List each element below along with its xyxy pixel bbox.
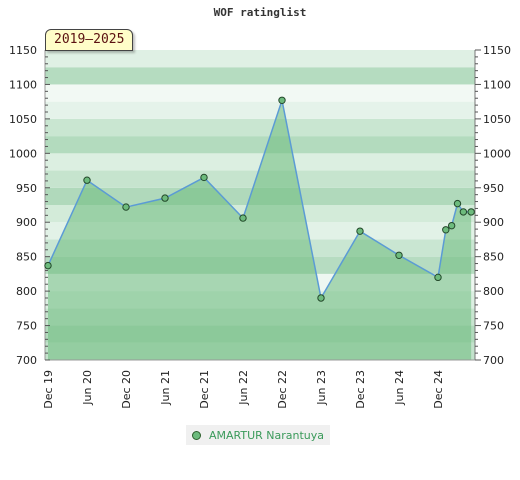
rating-point xyxy=(395,251,403,259)
rating-point xyxy=(442,226,450,234)
rating-points xyxy=(44,96,475,302)
y-tick-label: 1000 xyxy=(483,147,511,160)
y-tick-label: 1100 xyxy=(9,78,37,91)
x-tick-label: Jun 22 xyxy=(237,370,250,406)
rating-point xyxy=(278,96,286,104)
rating-line-layer xyxy=(47,97,472,301)
y-tick-label: 750 xyxy=(483,320,504,333)
background-band xyxy=(45,67,475,85)
rating-point xyxy=(434,273,442,282)
x-tick-label: Jun 24 xyxy=(393,370,406,406)
y-tick-label: 1050 xyxy=(483,113,511,126)
background-band xyxy=(45,136,475,154)
legend: AMARTUR Narantuya xyxy=(186,425,331,445)
rating-point xyxy=(200,173,208,182)
rating-point xyxy=(239,214,247,222)
y-tick-label: 700 xyxy=(483,354,504,367)
background-band xyxy=(45,84,475,102)
background-band xyxy=(45,118,475,137)
chart-title: WOF ratinglist xyxy=(214,6,307,19)
x-tick-label: Jun 23 xyxy=(315,370,328,406)
rating-point xyxy=(447,221,456,230)
rating-point xyxy=(453,199,462,208)
x-tick-label: Jun 21 xyxy=(159,370,172,406)
y-axis-left-labels: 700 750 800 850 900 950 1000 1050 1100 1150 xyxy=(9,44,37,367)
x-tick-label: Dec 23 xyxy=(354,370,367,409)
y-tick-label: 1050 xyxy=(9,113,37,126)
y-tick-label: 1000 xyxy=(9,147,37,160)
rating-point xyxy=(44,261,52,270)
rating-point xyxy=(122,203,130,211)
y-tick-label: 900 xyxy=(16,216,37,229)
y-axis-right-labels: 700 750 800 850 900 950 1000 1050 1100 1150 xyxy=(483,44,511,367)
y-tick-label: 850 xyxy=(16,251,37,264)
y-tick-label: 800 xyxy=(483,285,504,298)
rating-area-fill xyxy=(48,100,472,361)
period-label: 2019–2025 xyxy=(45,29,134,51)
x-tick-label: Dec 24 xyxy=(432,370,445,409)
rating-point xyxy=(459,208,468,216)
rating-point xyxy=(317,294,325,302)
x-tick-label: Dec 21 xyxy=(198,370,211,409)
y-tick-label: 950 xyxy=(483,182,504,195)
x-tick-label: Dec 22 xyxy=(276,370,289,409)
y-tick-label: 800 xyxy=(16,285,37,298)
rating-point xyxy=(83,176,91,184)
y-tick-label: 950 xyxy=(16,182,37,195)
y-tick-label: 1150 xyxy=(483,44,511,57)
background-band xyxy=(45,101,475,119)
y-tick-label: 1150 xyxy=(9,44,37,57)
x-axis-labels: Dec 19 Jun 20 Dec 20 Jun 21 Dec 21 Jun 22 Dec … xyxy=(42,370,445,409)
y-tick-label: 900 xyxy=(483,216,504,229)
x-tick-label: Jun 20 xyxy=(81,370,94,406)
rating-point xyxy=(467,208,475,216)
y-tick-label: 750 xyxy=(16,320,37,333)
axes xyxy=(44,49,481,361)
rating-line xyxy=(47,97,472,301)
y-tick-label: 700 xyxy=(16,354,37,367)
y-tick-label: 1100 xyxy=(483,78,511,91)
x-tick-label: Dec 20 xyxy=(120,370,133,409)
x-tick-label: Dec 19 xyxy=(42,370,55,409)
legend-marker-icon xyxy=(192,430,201,440)
rating-point xyxy=(161,194,169,202)
legend-label: AMARTUR Narantuya xyxy=(209,428,325,442)
y-tick-label: 850 xyxy=(483,251,504,264)
rating-point xyxy=(356,227,364,235)
background-band xyxy=(45,50,475,68)
rating-area xyxy=(48,100,472,361)
background-band xyxy=(45,153,475,171)
